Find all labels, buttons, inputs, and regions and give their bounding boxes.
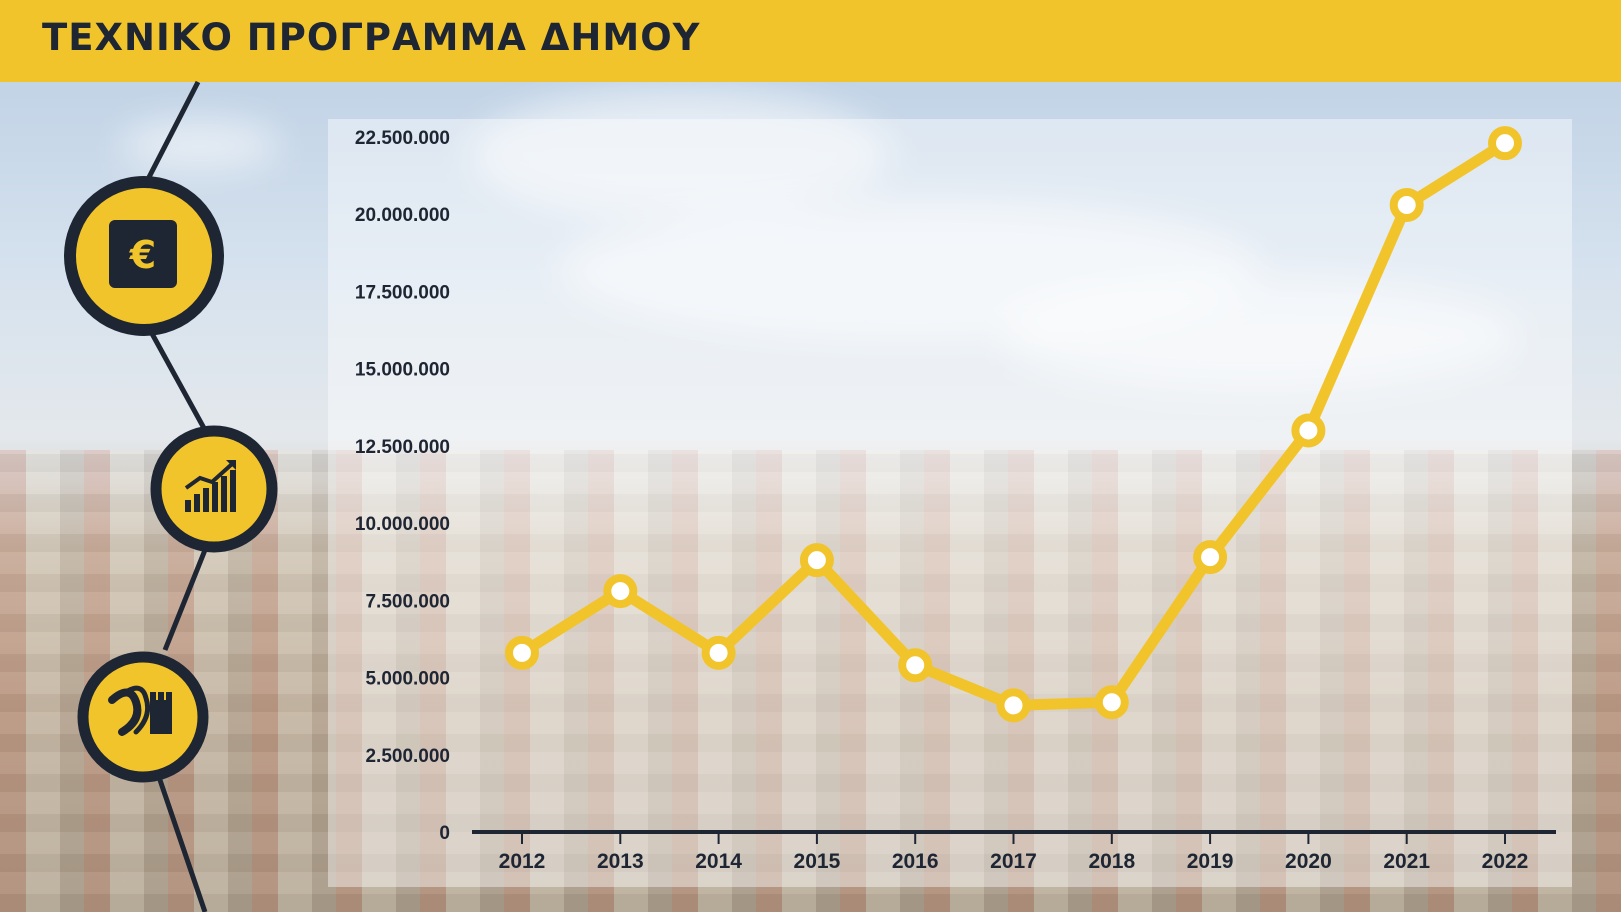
data-point-2021 xyxy=(1389,187,1424,222)
growth-chart-icon xyxy=(150,425,278,553)
data-point-2014 xyxy=(701,635,736,670)
timeline-connector xyxy=(142,80,208,912)
road-castle-icon xyxy=(77,651,209,783)
y-tick-label: 12.500.000 xyxy=(355,437,450,458)
y-tick-label: 15.000.000 xyxy=(355,360,450,381)
y-tick-label: 20.000.000 xyxy=(355,205,450,226)
data-point-2012 xyxy=(505,635,539,670)
x-tick-label: 2020 xyxy=(1285,850,1332,873)
x-tick-label: 2017 xyxy=(990,850,1037,873)
y-tick-label: 17.500.000 xyxy=(355,282,450,303)
y-tick-label: 7.500.000 xyxy=(365,591,450,612)
euro-glyph: € xyxy=(129,233,156,277)
background-cloud xyxy=(470,90,890,220)
background-cloud xyxy=(120,120,280,170)
y-tick-label: 0 xyxy=(439,823,450,844)
x-axis-ticks: 2012 2013 2014 2015 2016 2017 2018 2019 2020 2021… xyxy=(499,832,1529,873)
page-title: ΤΕΧΝΙΚΟ ΠΡΟΓΡΑΜΜΑ ΔΗΜΟΥ xyxy=(42,16,701,59)
data-point-2020 xyxy=(1291,413,1326,448)
series-line xyxy=(516,137,1511,711)
x-tick-label: 2015 xyxy=(794,850,841,873)
y-tick-label: 10.000.000 xyxy=(355,514,450,535)
background-photo-city xyxy=(0,450,1621,912)
x-tick-label: 2014 xyxy=(695,850,742,873)
data-point-2022 xyxy=(1488,126,1522,161)
x-tick-label: 2019 xyxy=(1187,850,1234,873)
data-point-2015 xyxy=(799,543,834,578)
series-points xyxy=(505,126,1522,723)
header-bar: ΤΕΧΝΙΚΟ ΠΡΟΓΡΑΜΜΑ ΔΗΜΟΥ xyxy=(0,0,1621,82)
x-tick-label: 2012 xyxy=(499,850,546,873)
data-point-2019 xyxy=(1193,540,1228,575)
x-tick-label: 2013 xyxy=(597,850,644,873)
x-tick-label: 2022 xyxy=(1482,850,1529,873)
y-tick-label: 5.000.000 xyxy=(365,669,450,690)
x-tick-label: 2021 xyxy=(1383,850,1430,873)
y-tick-label: 2.500.000 xyxy=(365,746,450,767)
x-tick-label: 2016 xyxy=(892,850,939,873)
y-axis-tick-labels: 0 2.500.000 5.000.000 7.500.000 10.000.000 12… xyxy=(355,128,450,844)
background-cloud xyxy=(1000,280,1520,390)
x-tick-label: 2018 xyxy=(1088,850,1135,873)
data-point-2017 xyxy=(996,688,1031,723)
chart-panel xyxy=(328,119,1572,887)
data-point-2013 xyxy=(603,574,638,609)
y-tick-label: 22.500.000 xyxy=(355,128,450,149)
data-point-2018 xyxy=(1094,685,1129,720)
euro-icon: € xyxy=(64,176,224,336)
data-point-2016 xyxy=(898,648,933,683)
